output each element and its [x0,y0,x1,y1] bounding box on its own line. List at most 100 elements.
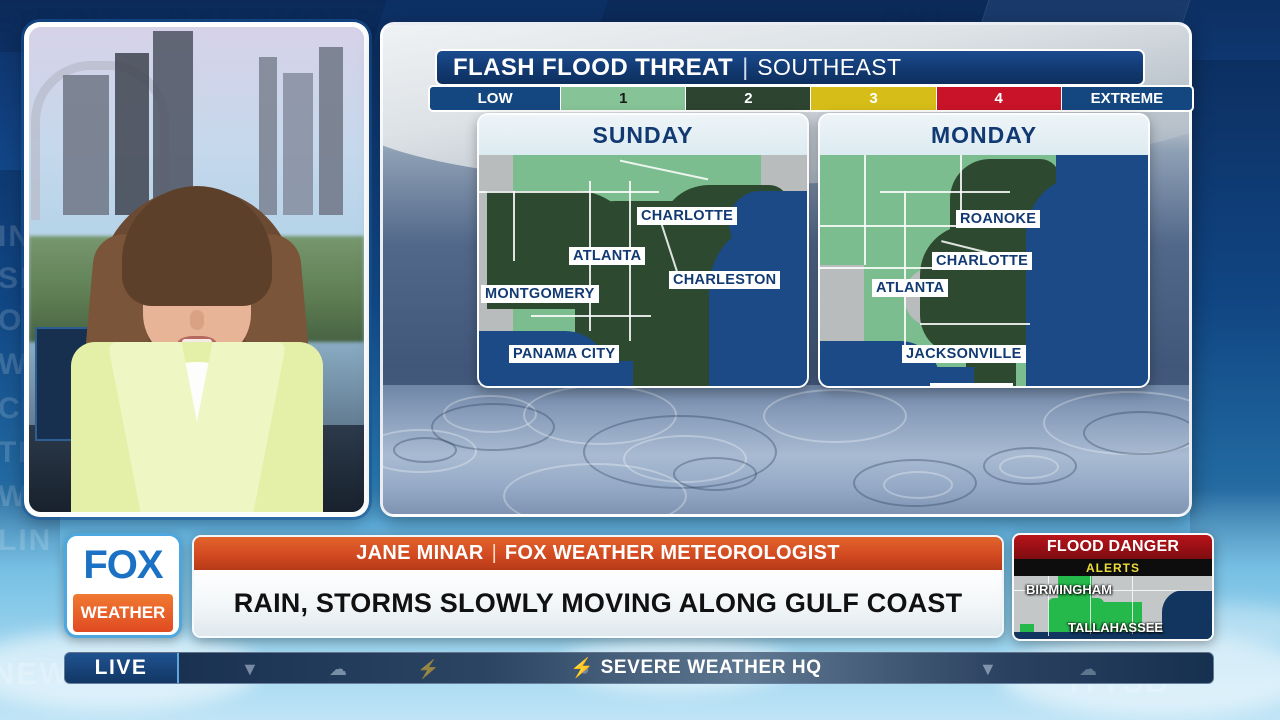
ocean-region [1162,590,1212,639]
state-border [920,323,1030,325]
state-border [1014,590,1212,591]
state-border [513,191,515,261]
graphic-title-separator: | [742,53,749,81]
bg-city-label: W [0,348,29,381]
scale-label: 4 [994,90,1003,107]
chyron-name-bar: JANE MINAR | FOX WEATHER METEOROLOGIST [194,537,1002,570]
ripple-shape [853,459,977,507]
map-city-label: ROANOKE [956,210,1041,228]
lightning-bolt-icon: ⚡ [417,659,440,679]
ripple-shape [983,447,1077,485]
map-canvas: CHARLOTTE ATLANTA CHARLESTON MONTGOMERY … [479,155,807,386]
ripple-shape [763,389,907,443]
flood-danger-title: FLOOD DANGER [1014,535,1212,559]
graphic-title-bar: FLASH FLOOD THREAT | SOUTHEAST [435,49,1145,86]
scale-label: 1 [619,90,628,107]
ocean-region [1014,632,1212,639]
anchor-role: FOX WEATHER METEOROLOGIST [504,542,840,564]
bg-city-label: SI [0,262,31,295]
tornado-icon: ▼ [979,659,997,679]
anchor-video-feed [29,27,364,512]
flood-alerts-subtitle: ALERTS [1014,559,1212,576]
threat-region-level2 [633,351,679,386]
forecast-map-monday: MONDAY ROANOKE CHARLOTTE ATLANTA JACKSON… [818,113,1150,388]
hair-shape [121,186,272,306]
bg-city-label: W [0,480,29,513]
map-city-label: CHARLOTTE [637,207,738,225]
scale-item-4: 4 [936,87,1062,110]
alert-area-shape [1090,602,1142,636]
state-border [880,191,1010,193]
anchor-person [70,182,323,512]
fox-weather-logo[interactable]: FOX WEATHER [64,533,182,638]
map-city-label: JACKSONVILLE [902,345,1026,363]
map-city-label: CHARLESTON [669,271,781,289]
cloud-icon: ☁ [1079,659,1097,679]
anchor-video-panel [24,22,369,517]
weather-wordmark: WEATHER [73,594,173,632]
state-border [479,191,659,193]
map-city-label: PANAMA CITY [509,345,620,363]
ocean-region [729,191,807,261]
ocean-region [1026,175,1148,386]
rain-water-background [383,385,1189,514]
threat-scale-legend: LOW 1 2 3 4 EXTREME [428,85,1194,112]
ripple-shape [673,457,757,491]
forecast-map-sunday: SUNDAY CHARLOTTE ATLANTA CHARLESTON MONT… [477,113,809,388]
map-day-header: SUNDAY [479,115,807,155]
map-day-label: MONDAY [930,121,1038,148]
building-shape [115,53,149,215]
state-border [904,191,906,361]
fox-wordmark: FOX [83,542,163,587]
ripple-shape [393,437,457,463]
live-label: LIVE [94,656,148,679]
ripple-shape [1043,391,1189,455]
lower-third-container: FOX WEATHER JANE MINAR | FOX WEATHER MET… [64,533,1004,643]
ticker-headline-group: ⚡ SEVERE WEATHER HQ [179,653,1213,683]
ocean-region [1056,155,1148,195]
headline-text: RAIN, STORMS SLOWLY MOVING ALONG GULF CO… [233,587,963,618]
ripple-shape [383,429,477,473]
map-day-label: SUNDAY [592,121,694,148]
state-border [531,315,651,317]
map-city-label: MONTGOMERY [481,285,599,303]
ripple-shape [999,455,1059,479]
ripple-shape [883,471,953,499]
bg-city-label: O [0,304,24,337]
scale-item-2: 2 [686,87,812,110]
map-city-label: ATLANTA [569,247,646,265]
state-border [960,155,962,215]
flood-alert-mini-map: BIRMINGHAM TALLAHASSEE [1014,576,1212,639]
ocean-region [924,367,974,386]
scale-item-1: 1 [561,87,687,110]
scale-item-low: LOW [430,87,562,110]
state-border [1090,576,1091,634]
scale-item-extreme: EXTREME [1061,87,1192,110]
map-city-label: ATLANTA [872,279,949,297]
building-shape [63,75,109,215]
flood-danger-alerts-box: FLOOD DANGER ALERTS BIRMINGHAM TALLAHASS… [1012,533,1214,641]
alert-city-label: TALLAHASSEE [1068,620,1164,635]
chyron-headline-bar: RAIN, STORMS SLOWLY MOVING ALONG GULF CO… [194,570,1002,636]
state-border [820,267,940,269]
map-canvas: ROANOKE CHARLOTTE ATLANTA JACKSONVILLE O… [820,155,1148,386]
live-badge: LIVE [65,653,179,683]
state-border [1132,576,1133,634]
bottom-ticker-bar: LIVE ▼ ☁ ⚡ ● ▼ ☁ ⚡ SEVERE WEATHER HQ [64,652,1214,684]
hail-icon: ● [579,659,590,679]
building-shape [259,57,277,215]
state-border [864,155,866,265]
building-shape [283,73,313,215]
scale-label: EXTREME [1090,90,1164,107]
anchor-name: JANE MINAR [356,542,484,564]
bg-city-label: LIN [0,524,53,557]
building-shape [153,31,193,215]
state-border [1048,576,1049,636]
graphic-title-region: SOUTHEAST [757,54,902,80]
building-shape [319,47,343,215]
ticker-scroll-area[interactable]: ▼ ☁ ⚡ ● ▼ ☁ ⚡ SEVERE WEATHER HQ [179,653,1213,683]
map-day-header: MONDAY [820,115,1148,155]
ticker-headline: SEVERE WEATHER HQ [600,657,822,678]
map-city-label: CHARLOTTE [932,252,1033,270]
lightning-bolt-icon: ⚡ [570,658,595,679]
